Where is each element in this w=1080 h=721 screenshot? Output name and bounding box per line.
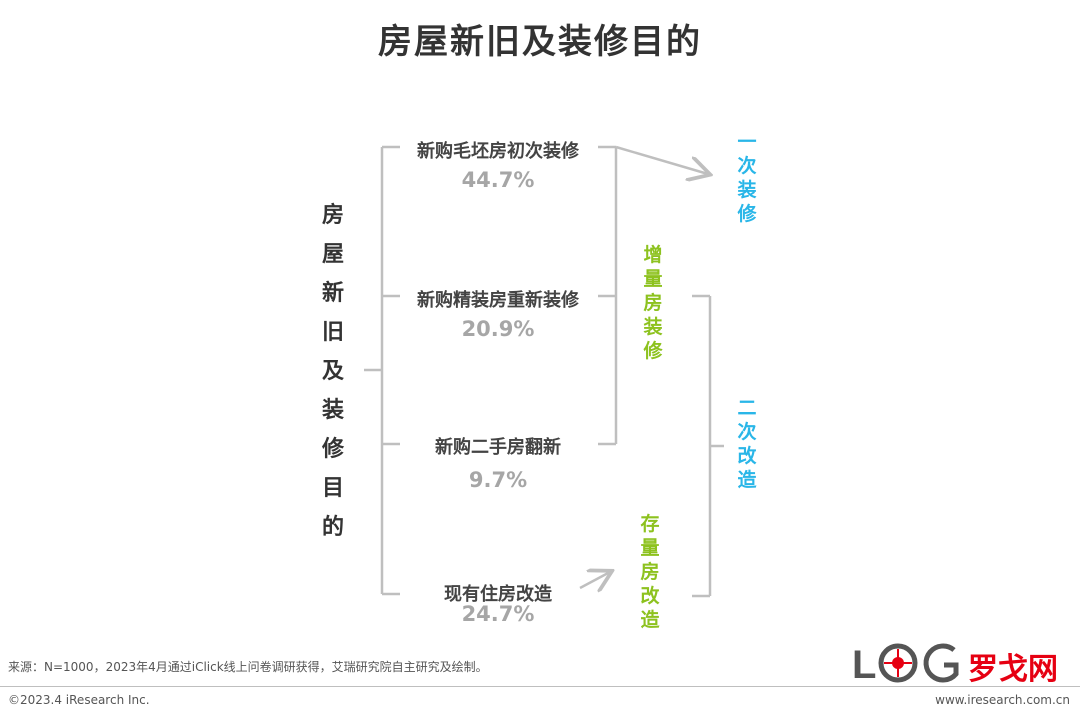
- item-value-secondhand: 9.7%: [468, 468, 528, 492]
- item-label-existing: 现有住房改造: [444, 584, 552, 605]
- arrow-to-first: [615, 145, 708, 174]
- item-label-secondhand: 新购二手房翻新: [435, 437, 561, 458]
- logo-text: 罗戈网: [968, 652, 1058, 687]
- log-logo-icon: L: [852, 643, 959, 686]
- website-link[interactable]: www.iresearch.com.cn: [935, 693, 1070, 707]
- group-incremental: 增 量 房 装 修: [643, 244, 663, 362]
- item-value-refit-new: 20.9%: [461, 317, 535, 341]
- copyright: ©2023.4 iResearch Inc.: [8, 693, 150, 707]
- svg-text:L: L: [852, 643, 876, 686]
- item-label-first-new: 新购毛坯房初次装修: [417, 141, 579, 162]
- source-note: 来源：N=1000，2023年4月通过iClick线上问卷调研获得，艾瑞研究院自…: [8, 660, 488, 674]
- footer-divider: [0, 686, 1080, 687]
- group-second-renovation: 二 次 改 造: [737, 397, 757, 491]
- page-title: 房屋新旧及装修目的: [378, 22, 702, 62]
- root-label: 房 屋 新 旧 及 装 修 目 的: [321, 203, 344, 540]
- group-stock: 存 量 房 改 造: [640, 513, 660, 631]
- item-value-first-new: 44.7%: [461, 168, 535, 192]
- group-first-renovation: 一 次 装 修: [737, 131, 757, 225]
- arrow-to-stock: [579, 572, 610, 588]
- item-label-refit-new: 新购精装房重新装修: [417, 290, 579, 311]
- item-value-existing: 24.7%: [461, 602, 535, 626]
